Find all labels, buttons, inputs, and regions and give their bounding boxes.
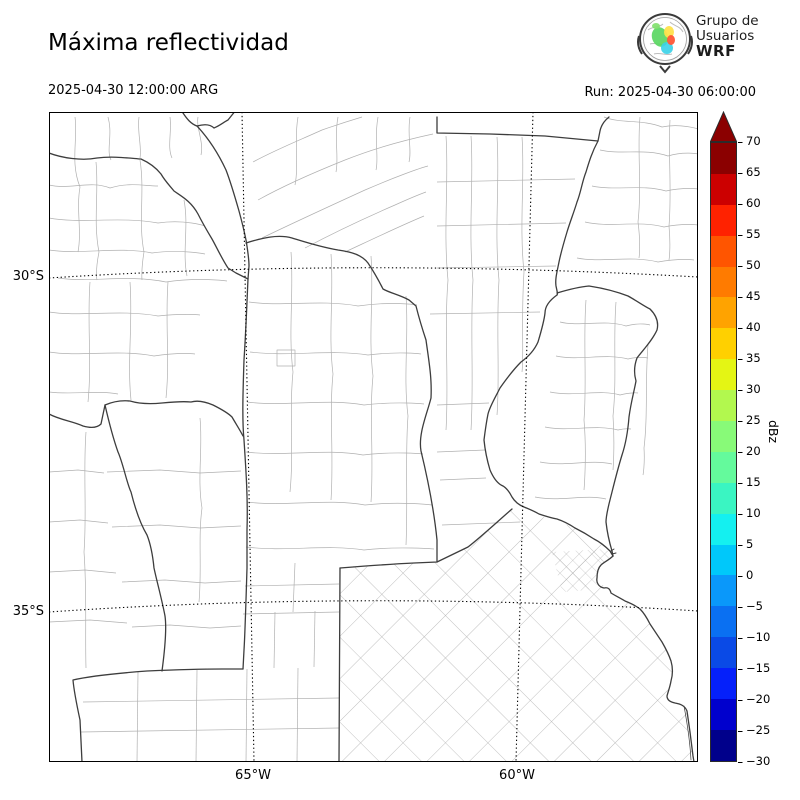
buenosaires-west-border	[338, 567, 341, 763]
cbar-tick-45: 45	[746, 289, 761, 303]
logo-text: Grupo de Usuarios WRF	[696, 14, 759, 59]
lat-label-35s: 35°S	[12, 604, 44, 619]
colorbar-band	[711, 421, 736, 452]
argentina-map	[48, 109, 699, 763]
graticule-lines	[48, 111, 699, 763]
globe-icon	[637, 13, 693, 74]
colorbar-band	[711, 266, 736, 298]
lon-label-65w: 65°W	[235, 768, 271, 783]
buenosaires-north-border	[339, 508, 513, 569]
colorbar-band	[711, 606, 736, 638]
map-canvas	[48, 109, 699, 763]
logo-line3: WRF	[696, 42, 736, 60]
colorbar-band	[711, 143, 736, 174]
colorbar-band	[711, 513, 736, 545]
colorbar-band	[711, 297, 736, 329]
cbar-tick-m25: −25	[746, 723, 771, 737]
uruguay-river	[556, 285, 659, 557]
colorbar-band	[711, 575, 736, 607]
north-border-wavy	[182, 109, 237, 129]
department-boundaries	[48, 116, 699, 763]
colorbar-extend-arrow	[710, 111, 737, 142]
colorbar-band	[711, 359, 736, 391]
colorbar-band	[711, 390, 736, 422]
colorbar-band	[711, 668, 736, 700]
cbar-tick-10: 10	[746, 506, 761, 520]
colorbar-tick-marks	[738, 142, 743, 763]
cordoba-west-border	[242, 278, 249, 670]
logo-line2: Usuarios	[696, 28, 755, 44]
colorbar-band	[711, 328, 736, 360]
cbar-tick-30: 30	[746, 382, 761, 396]
cbar-tick-0: 0	[746, 568, 754, 582]
santafe-north-border	[436, 116, 599, 142]
colorbar-band	[711, 204, 736, 236]
mendoza-sanluis-border	[104, 404, 167, 672]
colorbar-band	[711, 544, 736, 576]
run-time: Run: 2025-04-30 06:00:00	[584, 85, 756, 100]
delta-marks	[610, 548, 617, 555]
cbar-tick-70: 70	[746, 134, 761, 148]
valid-time: 2025-04-30 12:00:00 ARG	[48, 83, 219, 98]
cbar-tick-m15: −15	[746, 661, 771, 675]
sanluis-north-border	[48, 400, 244, 437]
colorbar-band	[711, 482, 736, 514]
catamarca-diagonal	[48, 152, 249, 280]
lapampa-north-border	[72, 668, 244, 763]
cbar-tick-15: 15	[746, 475, 761, 489]
cordoba-north-east-border	[245, 235, 438, 563]
cbar-tick-m5: −5	[746, 599, 763, 613]
logo-line1: Grupo de	[696, 13, 759, 29]
lat-label-30s: 30°S	[12, 269, 44, 284]
colorbar	[710, 142, 737, 762]
colorbar-band	[711, 451, 736, 483]
cbar-tick-m30: −30	[746, 754, 771, 768]
atlantic-coastline	[596, 555, 695, 763]
cbar-tick-35: 35	[746, 351, 761, 365]
colorbar-band	[711, 729, 736, 761]
cbar-tick-60: 60	[746, 196, 761, 210]
cbar-tick-25: 25	[746, 413, 761, 427]
cbar-tick-20: 20	[746, 444, 761, 458]
colorbar-band	[711, 235, 736, 267]
colorbar-band	[711, 699, 736, 730]
page-title: Máxima reflectividad	[48, 30, 289, 56]
colorbar-band	[711, 173, 736, 205]
colorbar-band	[711, 637, 736, 669]
parana-river-north	[555, 116, 610, 296]
cbar-tick-40: 40	[746, 320, 761, 334]
cbar-tick-55: 55	[746, 227, 761, 241]
wrf-logo: Grupo de Usuarios WRF	[636, 8, 796, 78]
coastal-lagoon-line	[683, 705, 692, 761]
cbar-tick-m20: −20	[746, 692, 771, 706]
lon-label-60w: 60°W	[499, 768, 535, 783]
parana-river-south	[483, 294, 614, 557]
cbar-tick-5: 5	[746, 537, 754, 551]
cordoba-west-upper	[196, 125, 250, 280]
map-border	[49, 112, 698, 762]
cbar-tick-65: 65	[746, 165, 761, 179]
gridline-30s	[48, 267, 699, 279]
buenos-aires-dept-grid	[340, 509, 694, 762]
gridline-35s	[48, 600, 699, 613]
cbar-tick-m10: −10	[746, 630, 771, 644]
cbar-tick-50: 50	[746, 258, 761, 272]
colorbar-unit-label: dBz	[766, 419, 782, 444]
province-boundaries	[48, 109, 695, 763]
